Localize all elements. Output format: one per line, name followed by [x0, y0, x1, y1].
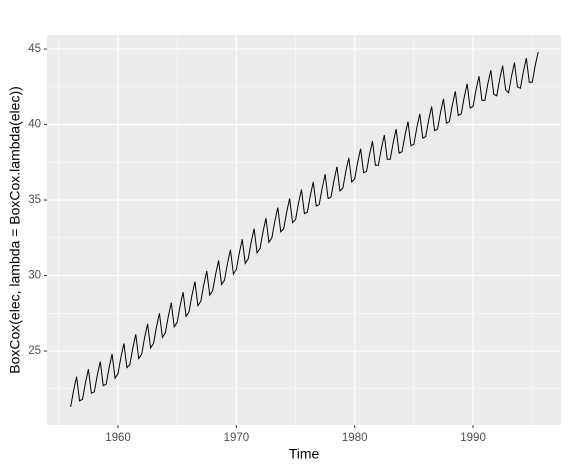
y-tick-label: 35 — [28, 194, 41, 206]
x-tick-label: 1990 — [460, 432, 486, 444]
y-axis-title: BoxCox(elec, lambda = BoxCox.lambda(elec… — [7, 86, 23, 374]
x-tick-label: 1960 — [105, 432, 131, 444]
y-tick-label: 45 — [28, 43, 41, 55]
y-tick-label: 30 — [28, 270, 41, 282]
y-tick-label: 25 — [28, 345, 41, 357]
y-tick-label: 40 — [28, 119, 41, 131]
x-tick-label: 1970 — [224, 432, 250, 444]
series-line — [70, 51, 539, 407]
panel — [47, 35, 561, 425]
x-tick-label: 1980 — [342, 432, 368, 444]
x-axis-title: Time — [289, 446, 320, 462]
